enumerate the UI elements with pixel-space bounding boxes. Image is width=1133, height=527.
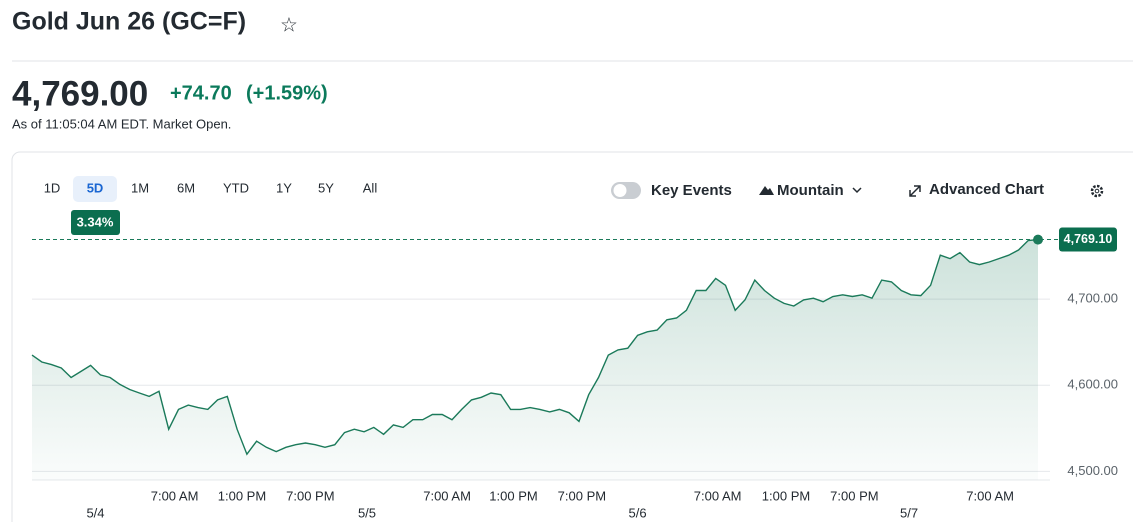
chevron [852, 187, 862, 194]
area [32, 239, 1038, 480]
title: Gold Jun 26 (GC=F) [12, 8, 246, 36]
timestamp: As of 11:05:04 AM EDT. Market Open. [12, 116, 231, 131]
change-badge [71, 210, 120, 235]
price-line [31, 238, 1039, 456]
toggle-knob [613, 184, 627, 197]
last-price-badge [1059, 227, 1117, 252]
x-date-label: 5/4 [86, 505, 104, 520]
x-tick-label: 7:00 AM [694, 488, 742, 503]
range-tab[interactable]: 1D [44, 180, 61, 195]
tab-selected-bg [73, 176, 117, 202]
change: +74.70 [170, 82, 232, 104]
range-tab[interactable]: 1Y [276, 180, 292, 195]
price: 4,769.00 [12, 74, 148, 113]
range-tab[interactable]: 5Y [318, 180, 334, 195]
x-tick-label: 7:00 PM [286, 488, 334, 503]
range-tab[interactable]: All [363, 180, 378, 195]
x-date-label: 5/6 [629, 505, 647, 520]
x-tick-label: 7:00 AM [423, 488, 471, 503]
last-point [1033, 234, 1043, 245]
range-tab[interactable]: 6M [177, 180, 195, 195]
change-percent: (+1.59%) [246, 82, 328, 104]
key-events[interactable]: Key Events [651, 182, 732, 199]
range-tab[interactable]: 5D [87, 180, 104, 195]
last-price-label: 4,769.10 [1064, 232, 1113, 246]
settings-icon-center [1094, 188, 1100, 194]
mountain-icon [759, 186, 774, 195]
expand-icon [909, 185, 921, 197]
y-tick-label: 4,600.00 [1067, 377, 1118, 392]
advanced-chart[interactable]: Advanced Chart [929, 181, 1044, 198]
x-tick-label: 7:00 PM [558, 488, 606, 503]
range-tab[interactable]: YTD [223, 180, 249, 195]
star-icon[interactable]: ☆ [280, 14, 298, 36]
range-tab[interactable]: 1M [131, 180, 149, 195]
chart-style[interactable]: Mountain [777, 182, 844, 199]
x-date-label: 5/5 [358, 505, 376, 520]
chart-card [11, 151, 1133, 527]
x-tick-label: 1:00 PM [489, 488, 537, 503]
x-tick-label: 1:00 PM [762, 488, 810, 503]
x-tick-label: 7:00 AM [151, 488, 199, 503]
x-date-label: 5/7 [900, 505, 918, 520]
settings-icon[interactable] [1090, 184, 1104, 198]
x-tick-label: 7:00 AM [966, 488, 1014, 503]
y-tick-label: 4,700.00 [1067, 291, 1118, 306]
change-badge-text: 3.34% [77, 214, 114, 229]
x-tick-label: 1:00 PM [218, 488, 266, 503]
x-tick-label: 7:00 PM [830, 488, 878, 503]
y-tick-label: 4,500.00 [1067, 463, 1118, 478]
